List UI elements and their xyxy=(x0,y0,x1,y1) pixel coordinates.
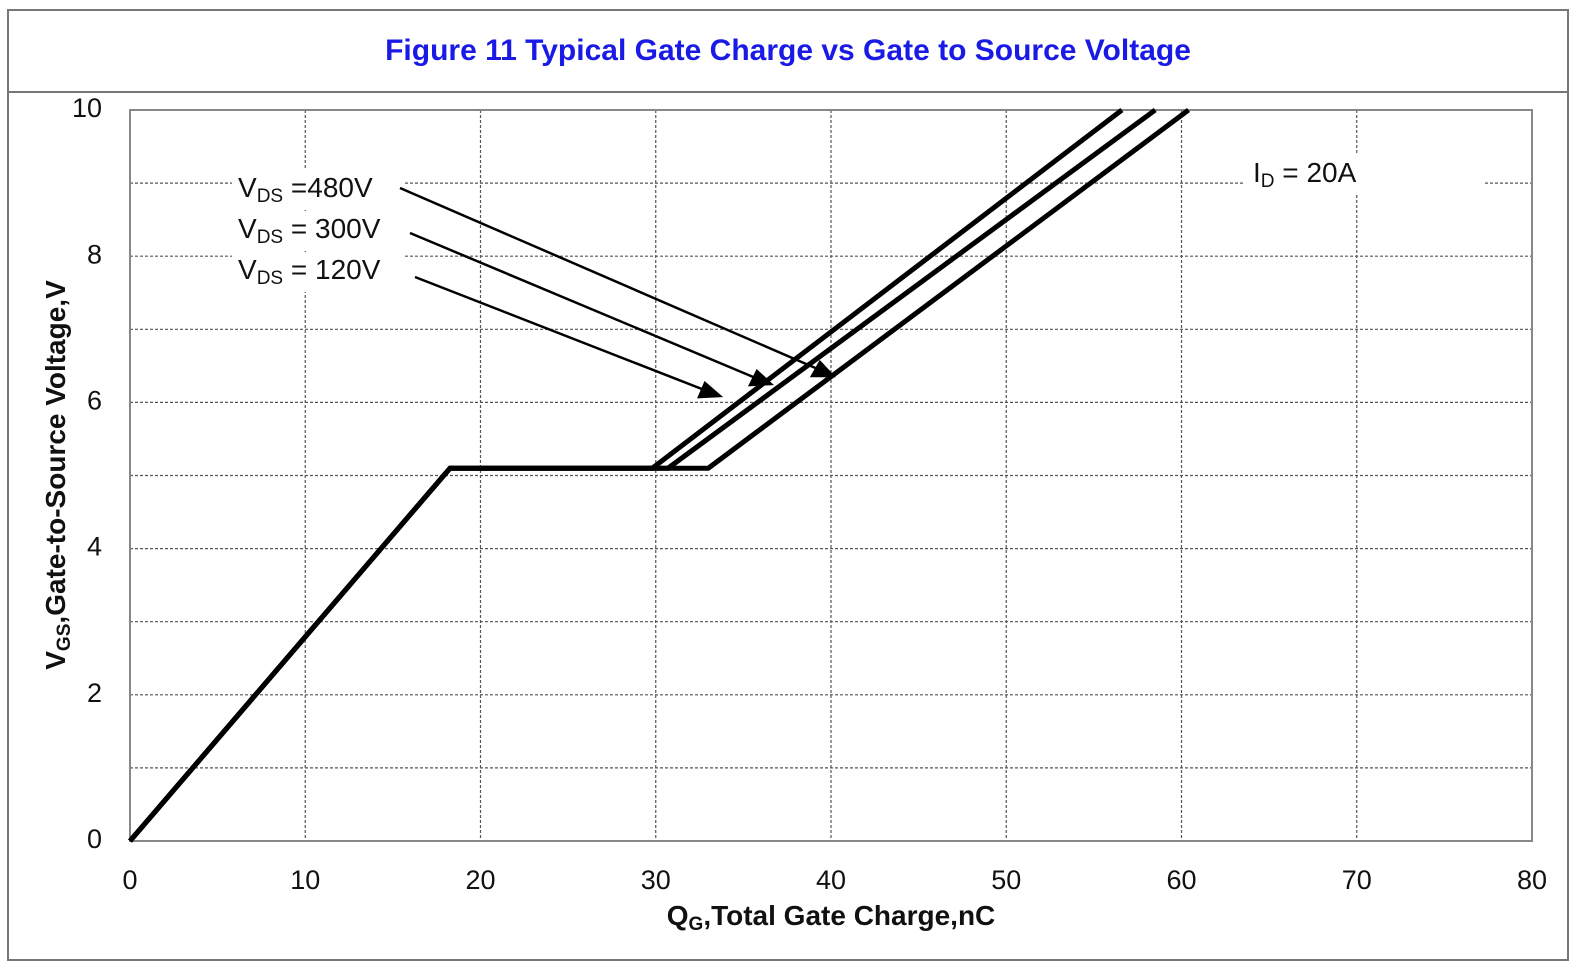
subscript: GS xyxy=(54,624,75,652)
annotation: ID = 20A xyxy=(1253,157,1357,192)
arrows xyxy=(399,186,836,399)
x-tick-label: 80 xyxy=(1517,865,1547,895)
label-bg xyxy=(232,170,404,210)
text-part: ,Total Gate Charge,nC xyxy=(703,900,995,931)
y-axis-title: VGS,Gate-to-Source Voltage,V xyxy=(40,280,75,670)
text-part: V xyxy=(238,213,257,244)
text-part: = 300V xyxy=(283,213,381,244)
y-tick-label: 2 xyxy=(87,678,102,708)
series-label: VDS = 300V xyxy=(238,213,381,248)
arrow-head xyxy=(697,380,724,399)
y-tick-label: 10 xyxy=(72,93,102,123)
subscript: DS xyxy=(257,268,283,289)
x-tick-label: 40 xyxy=(816,865,846,895)
arrow xyxy=(414,275,708,393)
x-tick-label: 30 xyxy=(641,865,671,895)
x-tick-label: 0 xyxy=(122,865,137,895)
chart-title: Figure 11 Typical Gate Charge vs Gate to… xyxy=(385,34,1191,67)
subscript: DS xyxy=(257,227,283,248)
x-tick-label: 10 xyxy=(290,865,320,895)
text-part: =480V xyxy=(283,172,373,203)
text-part: V xyxy=(40,651,71,670)
frame xyxy=(7,9,1569,961)
arrow xyxy=(399,186,821,372)
y-tick-label: 0 xyxy=(87,824,102,854)
text-part: I xyxy=(1253,157,1261,188)
series-label: VDS = 120V xyxy=(238,254,381,289)
x-tick-label: 50 xyxy=(991,865,1021,895)
text-part: = 20A xyxy=(1275,157,1357,188)
series-line xyxy=(128,108,1124,843)
subscript: G xyxy=(689,914,704,935)
label-bg xyxy=(232,252,404,292)
series-label: VDS =480V xyxy=(238,172,373,207)
x-tick-label: 60 xyxy=(1166,865,1196,895)
text-part: = 120V xyxy=(283,254,381,285)
x-axis-title: QG,Total Gate Charge,nC xyxy=(667,900,996,935)
subscript: D xyxy=(1261,171,1275,192)
text-part: Q xyxy=(667,900,689,931)
arrow xyxy=(409,231,759,381)
arrow-head xyxy=(809,359,836,378)
x-tick-label: 70 xyxy=(1342,865,1372,895)
y-tick-label: 4 xyxy=(87,532,102,562)
text-part: V xyxy=(238,254,257,285)
y-tick-label: 8 xyxy=(87,239,102,269)
label-bg xyxy=(1245,155,1485,195)
lines xyxy=(128,107,1191,843)
y-tick-label: 6 xyxy=(87,386,102,416)
text-part: V xyxy=(238,172,257,203)
arrow-head xyxy=(747,368,775,387)
text-part: ,Gate-to-Source Voltage,V xyxy=(40,280,71,624)
label-bg xyxy=(232,211,404,251)
plot-border xyxy=(129,109,1533,842)
x-tick-label: 20 xyxy=(465,865,495,895)
subscript: DS xyxy=(257,186,283,207)
